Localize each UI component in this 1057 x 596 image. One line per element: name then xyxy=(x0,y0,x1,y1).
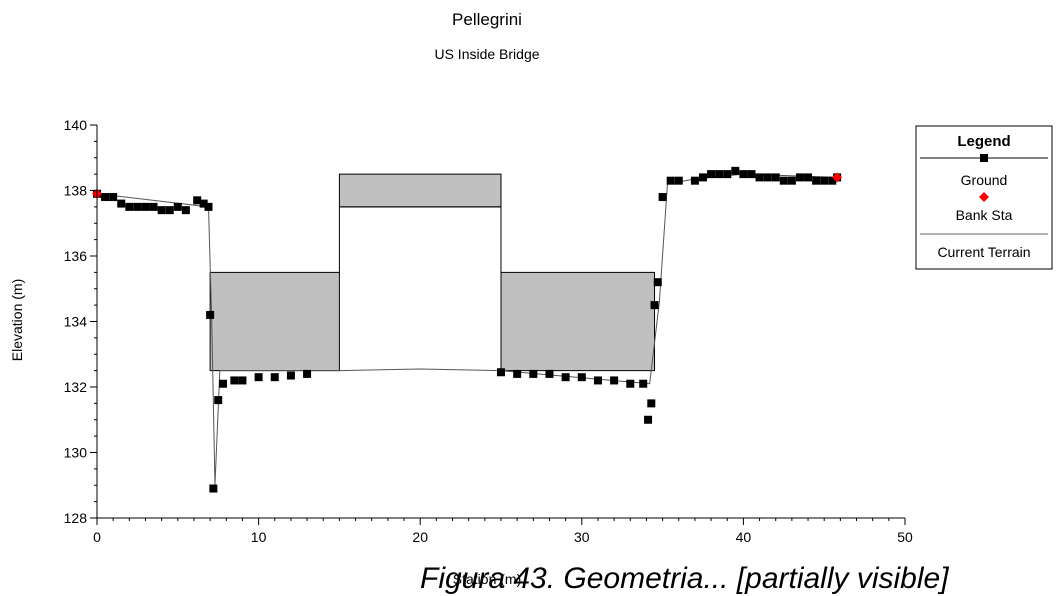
series-ground-point xyxy=(109,193,118,202)
series-ground-point xyxy=(755,173,764,182)
series-ground-point xyxy=(593,376,602,385)
legend-ground-marker xyxy=(980,154,988,162)
legend-bank-sta-label: Bank Sta xyxy=(956,207,1013,223)
series-ground-point xyxy=(723,170,732,179)
series-ground-point xyxy=(133,202,142,211)
series-ground-point xyxy=(238,376,247,385)
bridge-left-opening xyxy=(209,271,340,372)
series-ground-point xyxy=(650,301,659,310)
legend-ground-label: Ground xyxy=(961,172,1008,188)
series-ground-point xyxy=(653,278,662,287)
series-ground-point xyxy=(812,176,821,185)
series-ground-point xyxy=(658,193,667,202)
bridge-center-deck xyxy=(338,173,502,208)
series-ground-point xyxy=(270,373,279,382)
series-ground-point xyxy=(101,193,110,202)
series-ground-point xyxy=(165,206,174,215)
legend-current-terrain-label: Current Terrain xyxy=(937,244,1030,260)
y-axis-label: Elevation (m) xyxy=(9,279,25,361)
series-ground-point xyxy=(230,376,239,385)
series-ground-point xyxy=(125,202,134,211)
series-ground-point xyxy=(513,369,522,378)
series-ground-point xyxy=(117,199,126,208)
x-tick-label: 20 xyxy=(412,529,428,545)
series-ground-point xyxy=(795,173,804,182)
series-ground-point xyxy=(545,369,554,378)
x-tick-label: 0 xyxy=(93,529,101,545)
chart-subtitle: US Inside Bridge xyxy=(434,46,539,62)
figure-caption: Figura 43. Geometria... [partially visib… xyxy=(420,562,949,595)
series-ground-point xyxy=(204,202,213,211)
series-ground-point xyxy=(610,376,619,385)
series-ground-point xyxy=(214,396,223,405)
series-ground-point xyxy=(639,379,648,388)
series-ground-point xyxy=(141,202,150,211)
x-tick-label: 40 xyxy=(736,529,752,545)
y-tick-label: 138 xyxy=(64,183,88,199)
series-ground-point xyxy=(739,170,748,179)
series-ground-point xyxy=(731,166,740,175)
y-tick-label: 132 xyxy=(64,379,88,395)
series-ground-point xyxy=(666,176,675,185)
y-tick-label: 128 xyxy=(64,510,88,526)
x-tick-label: 10 xyxy=(251,529,267,545)
series-ground-point xyxy=(199,199,208,208)
series-ground-point xyxy=(626,379,635,388)
y-tick-label: 136 xyxy=(64,248,88,264)
series-ground-point xyxy=(763,173,772,182)
axes-layer: 128 130 132 134 136 138 140 0 10 20 30 40 50 xyxy=(64,117,913,545)
series-ground-point xyxy=(804,173,813,182)
series-ground-point xyxy=(193,196,202,205)
legend-bank-sta-marker xyxy=(979,192,989,202)
legend-title: Legend xyxy=(957,133,1010,150)
chart-title: Pellegrini xyxy=(452,10,522,29)
series-ground-point xyxy=(286,371,295,380)
series-ground-point xyxy=(181,206,190,215)
series-bank-sta-point xyxy=(832,172,843,183)
series-ground-point xyxy=(157,206,166,215)
series-ground-point xyxy=(644,415,653,424)
bridge-deck-layer xyxy=(209,173,656,372)
series-ground-point xyxy=(173,202,182,211)
series-ground-point xyxy=(149,202,158,211)
series-ground-point xyxy=(820,176,829,185)
series-ground-point xyxy=(529,369,538,378)
series-ground-point xyxy=(497,368,505,377)
y-tick-label: 130 xyxy=(64,445,88,461)
series-ground-point xyxy=(699,173,707,182)
series-ground-point xyxy=(303,369,312,378)
series-ground-point xyxy=(779,176,788,185)
series-ground-point xyxy=(771,173,780,182)
series-ground-point xyxy=(828,176,837,185)
bridge-right-opening xyxy=(500,271,656,372)
x-tick-label: 50 xyxy=(897,529,913,545)
x-tick-label: 30 xyxy=(574,529,590,545)
series-current-terrain-line xyxy=(96,173,838,486)
series-ground-point xyxy=(206,310,215,319)
series-ground-point xyxy=(647,399,656,408)
series-ground-point xyxy=(577,373,586,382)
series-ground-point xyxy=(715,170,724,179)
legend: Legend Ground Bank Sta Current Terrain xyxy=(915,125,1053,270)
series-ground-point xyxy=(674,176,683,185)
series-ground-point xyxy=(690,176,699,185)
series-ground-point xyxy=(707,170,716,179)
series-ground-point xyxy=(561,373,570,382)
series-ground-point xyxy=(787,176,796,185)
series-ground-point xyxy=(219,379,228,388)
series-ground-point xyxy=(254,373,263,382)
x-axis-label: Station (m) xyxy=(453,571,521,587)
y-tick-label: 140 xyxy=(64,117,88,133)
series-ground-point xyxy=(209,484,218,493)
series-layer xyxy=(92,166,843,493)
series-ground-point xyxy=(747,170,756,179)
y-tick-label: 134 xyxy=(64,314,88,330)
